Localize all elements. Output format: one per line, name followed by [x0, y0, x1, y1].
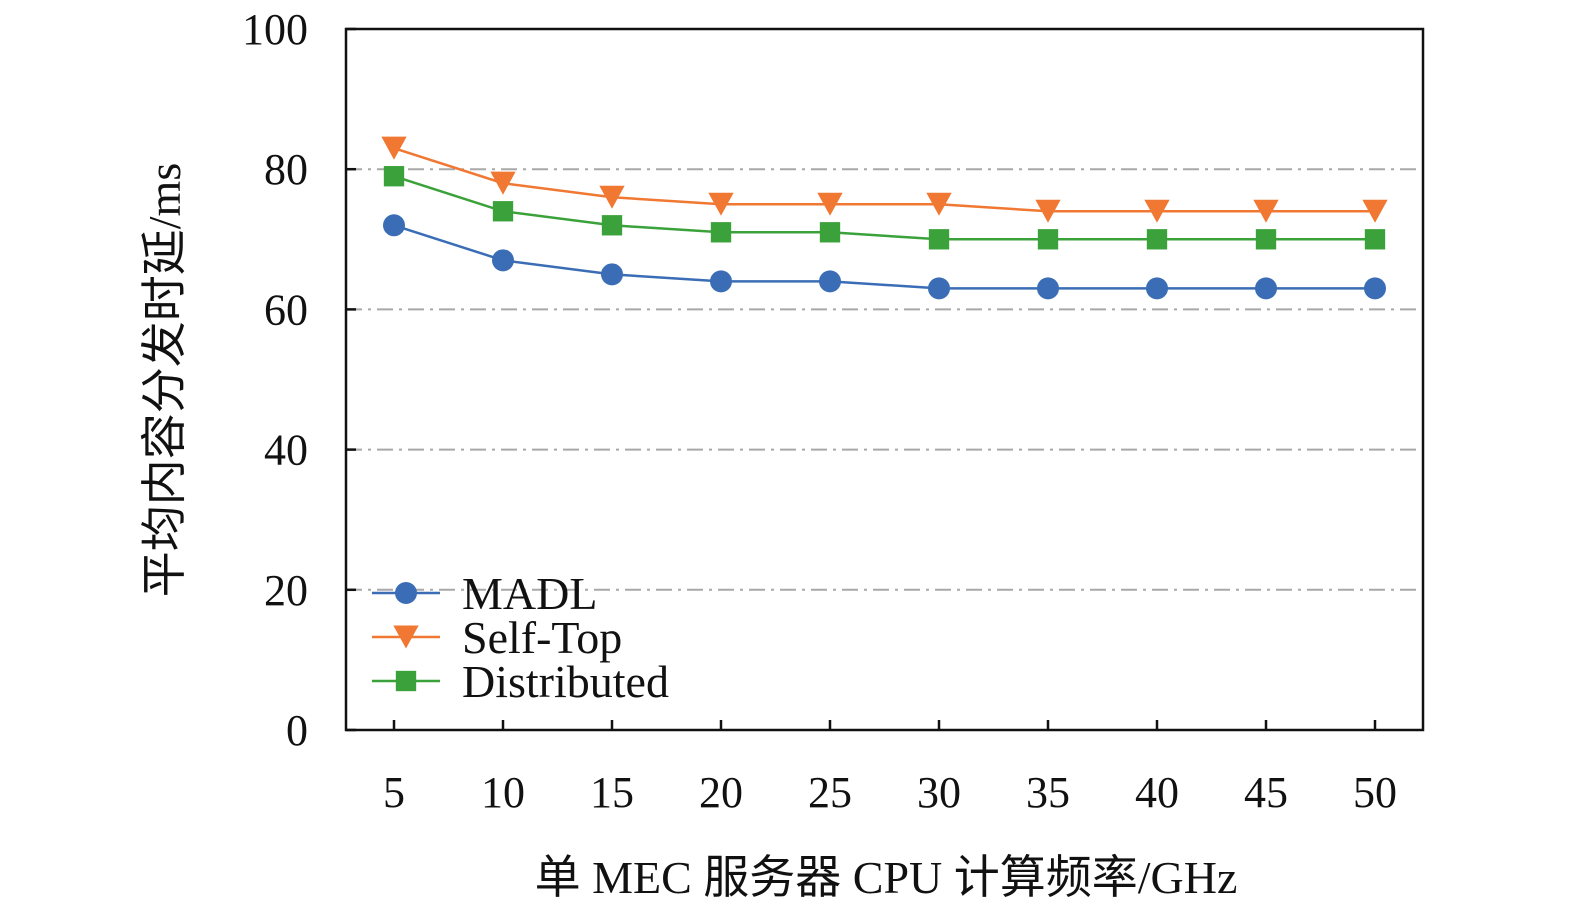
data-point-distributed — [492, 201, 514, 222]
data-point-madl — [928, 277, 950, 300]
data-point-madl — [1037, 277, 1059, 300]
x-axis-label: 单 MEC 服务器 CPU 计算频率/GHz — [535, 852, 1238, 903]
data-point-self-top — [708, 192, 734, 216]
legend-entry-distributed: Distributed — [372, 656, 669, 707]
data-point-madl — [1364, 277, 1386, 300]
data-point-self-top — [817, 192, 843, 216]
data-point-self-top — [599, 185, 625, 209]
data-point-distributed — [1364, 229, 1386, 250]
x-tick-label: 50 — [1353, 768, 1397, 817]
x-tick-label: 40 — [1135, 768, 1179, 817]
legend-marker — [395, 582, 417, 604]
data-point-distributed — [1255, 229, 1277, 250]
grid-lines — [346, 168, 1423, 591]
data-point-distributed — [601, 215, 623, 236]
plot-frame — [344, 27, 1425, 732]
legend-label: Distributed — [462, 656, 669, 707]
y-tick-label: 0 — [286, 706, 308, 755]
x-tick-label: 25 — [808, 768, 852, 817]
data-point-distributed — [1146, 229, 1168, 250]
x-tick-label: 15 — [590, 768, 634, 817]
series-layer — [381, 136, 1388, 300]
data-point-madl — [1146, 277, 1168, 300]
series-distributed — [383, 166, 1386, 250]
legend-marker — [393, 625, 419, 649]
data-point-self-top — [490, 171, 516, 195]
data-point-madl — [383, 214, 405, 237]
data-point-self-top — [381, 136, 407, 160]
data-point-distributed — [819, 222, 841, 243]
legend-entry-madl: MADL — [372, 568, 597, 619]
y-tick-label: 40 — [264, 426, 308, 475]
series-line-self-top — [393, 146, 1375, 213]
x-tick-label: 10 — [481, 768, 525, 817]
data-point-self-top — [1362, 199, 1388, 223]
legend-marker — [395, 670, 417, 692]
legend-label: Self-Top — [462, 612, 622, 663]
data-point-distributed — [383, 166, 405, 187]
y-tick-label: 20 — [264, 566, 308, 615]
x-tick-label: 20 — [699, 768, 743, 817]
series-madl — [383, 214, 1386, 300]
data-point-distributed — [1037, 229, 1059, 250]
data-point-self-top — [1144, 199, 1170, 223]
y-tick-label: 100 — [242, 5, 308, 54]
y-axis-label: 平均内容分发时延/ms — [139, 163, 190, 597]
x-tick-label: 5 — [383, 768, 405, 817]
data-point-madl — [1255, 277, 1277, 300]
legend-entry-self-top: Self-Top — [372, 612, 622, 663]
data-point-distributed — [710, 222, 732, 243]
axes — [344, 27, 1425, 732]
series-line-distributed — [393, 175, 1375, 241]
series-self-top — [381, 136, 1388, 223]
data-point-madl — [710, 270, 732, 293]
data-point-distributed — [928, 229, 950, 250]
data-point-self-top — [926, 192, 952, 216]
x-tick-label: 30 — [917, 768, 961, 817]
ticks: 0 20 40 60 80 100 5 10 15 20 25 30 35 40 45 50 — [242, 5, 1397, 817]
y-tick-label: 60 — [264, 285, 308, 334]
y-tick-label: 80 — [264, 145, 308, 194]
x-tick-label: 35 — [1026, 768, 1070, 817]
data-point-self-top — [1253, 199, 1279, 223]
data-point-madl — [492, 249, 514, 272]
data-point-self-top — [1035, 199, 1061, 223]
series-line-madl — [393, 224, 1375, 290]
data-point-madl — [819, 270, 841, 293]
x-tick-label: 45 — [1244, 768, 1288, 817]
data-point-madl — [601, 263, 623, 286]
legend-label: MADL — [462, 568, 597, 619]
